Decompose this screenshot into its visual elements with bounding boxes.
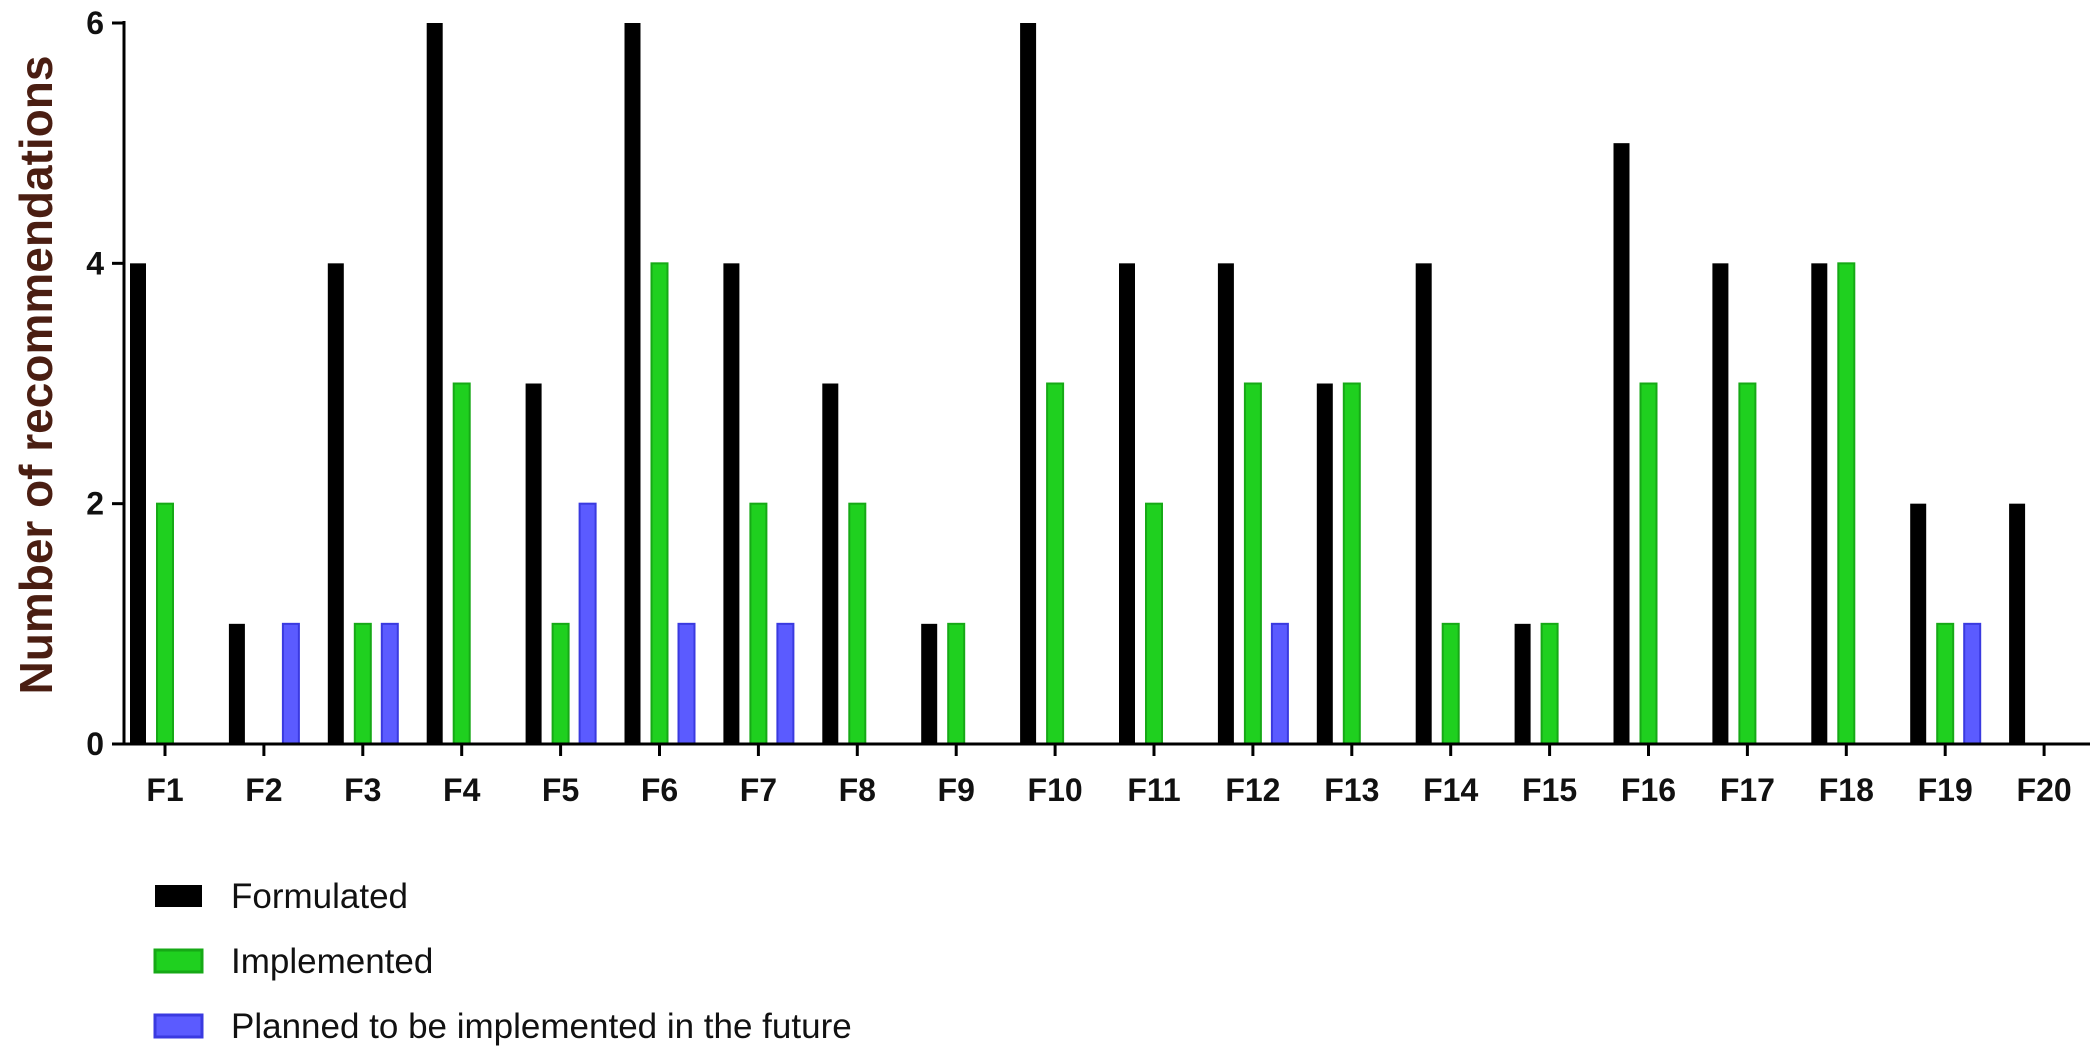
bar-implemented-f12 [1243, 382, 1262, 745]
x-tick-label-f8: F8 [839, 772, 876, 808]
x-tick-label-f6: F6 [641, 772, 678, 808]
x-tick-label-f9: F9 [938, 772, 975, 808]
legend-label-implemented: Implemented [231, 942, 433, 981]
bar-planned-to-be-implemented-in-the-future-f19 [1963, 622, 1982, 745]
bar-formulated-f6 [624, 23, 641, 744]
legend-swatch-formulated [155, 885, 202, 907]
y-axis-label: Number of recommendations [10, 56, 62, 695]
x-tick-label-f1: F1 [146, 772, 183, 808]
y-tick-label: 2 [86, 486, 104, 522]
bar-implemented-f18 [1837, 262, 1856, 745]
bar-formulated-f2 [228, 623, 245, 744]
y-tick-label: 0 [86, 726, 104, 762]
legend-swatch-implemented [153, 948, 204, 974]
bar-implemented-f16 [1639, 382, 1658, 745]
x-tick-label-f11: F11 [1127, 772, 1180, 808]
bar-formulated-f1 [130, 263, 146, 744]
bar-formulated-f4 [426, 23, 443, 744]
bar-formulated-f9 [921, 623, 938, 744]
bar-planned-to-be-implemented-in-the-future-f7 [776, 622, 795, 745]
bar-formulated-f20 [2009, 503, 2026, 744]
bar-implemented-f7 [749, 502, 768, 745]
bar-implemented-f8 [848, 502, 867, 745]
bar-formulated-f10 [1020, 23, 1037, 744]
bar-planned-to-be-implemented-in-the-future-f12 [1270, 622, 1289, 745]
bar-formulated-f17 [1712, 263, 1729, 744]
bar-implemented-f10 [1046, 382, 1065, 745]
bar-formulated-f5 [525, 383, 542, 744]
x-tick-label-f2: F2 [245, 772, 282, 808]
bar-formulated-f3 [327, 263, 344, 744]
bar-implemented-f13 [1342, 382, 1361, 745]
bar-implemented-f6 [650, 262, 669, 745]
bar-planned-to-be-implemented-in-the-future-f2 [281, 622, 300, 745]
bar-planned-to-be-implemented-in-the-future-f6 [677, 622, 696, 745]
legend: Formulated Implemented Planned to be imple… [153, 877, 852, 1046]
bar-planned-to-be-implemented-in-the-future-f5 [578, 502, 597, 745]
bar-implemented-f4 [452, 382, 471, 745]
bar-formulated-f16 [1613, 143, 1630, 744]
bar-formulated-f15 [1514, 623, 1531, 744]
bar-implemented-f3 [353, 622, 372, 745]
bar-formulated-f13 [1316, 383, 1333, 744]
bar-implemented-f19 [1936, 622, 1955, 745]
bar-implemented-f11 [1145, 502, 1163, 745]
x-tick-label-f14: F14 [1423, 772, 1478, 808]
bar-implemented-f15 [1540, 622, 1559, 745]
bar-implemented-f9 [947, 622, 966, 745]
x-tick-label-f5: F5 [542, 772, 579, 808]
bar-formulated-f8 [822, 383, 839, 744]
bar-planned-to-be-implemented-in-the-future-f3 [380, 622, 399, 745]
legend-swatch-planned-to-be-implemented-in-the-future [153, 1013, 204, 1039]
x-tick-label-f7: F7 [740, 772, 777, 808]
axes-group: 0 2 4 6 F1 F2 F3 F4 F5 F6 F7 F8 F9 F10 F11 F12 F13 F14 F15… [86, 5, 2090, 808]
bar-implemented-f5 [551, 622, 570, 745]
legend-label-formulated: Formulated [231, 877, 408, 916]
x-tick-label-f18: F18 [1819, 772, 1874, 808]
y-tick-label: 4 [86, 245, 104, 281]
x-tick-label-f16: F16 [1621, 772, 1676, 808]
x-tick-label-f15: F15 [1522, 772, 1577, 808]
x-tick-label-f4: F4 [443, 772, 481, 808]
x-tick-label-f3: F3 [344, 772, 381, 808]
bar-implemented-f17 [1738, 382, 1757, 745]
legend-label-planned-to-be-implemented-in-the-future: Planned to be implemented in the future [231, 1007, 852, 1046]
bar-implemented-f1 [156, 502, 174, 745]
x-tick-label-f17: F17 [1720, 772, 1775, 808]
bar-formulated-f18 [1811, 263, 1828, 744]
x-tick-label-f13: F13 [1324, 772, 1379, 808]
bar-formulated-f19 [1910, 503, 1927, 744]
x-tick-label-f12: F12 [1225, 772, 1280, 808]
x-tick-label-f20: F20 [2017, 772, 2072, 808]
bar-implemented-f14 [1441, 622, 1460, 745]
bar-formulated-f12 [1217, 263, 1234, 744]
y-tick-label: 6 [86, 5, 104, 41]
bar-formulated-f7 [723, 263, 740, 744]
x-tick-label-f10: F10 [1028, 772, 1083, 808]
bar-formulated-f14 [1415, 263, 1432, 744]
x-tick-label-f19: F19 [1918, 772, 1973, 808]
bars-group [130, 23, 2026, 745]
bar-formulated-f11 [1119, 263, 1135, 744]
